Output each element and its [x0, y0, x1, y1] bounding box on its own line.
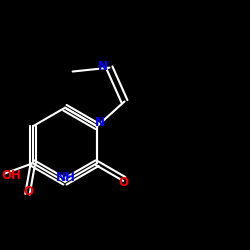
- Text: N: N: [94, 116, 104, 129]
- Text: NH: NH: [56, 171, 76, 184]
- Text: O: O: [24, 185, 34, 198]
- Text: O: O: [118, 176, 128, 189]
- Text: OH: OH: [1, 169, 21, 182]
- Text: N: N: [98, 60, 108, 73]
